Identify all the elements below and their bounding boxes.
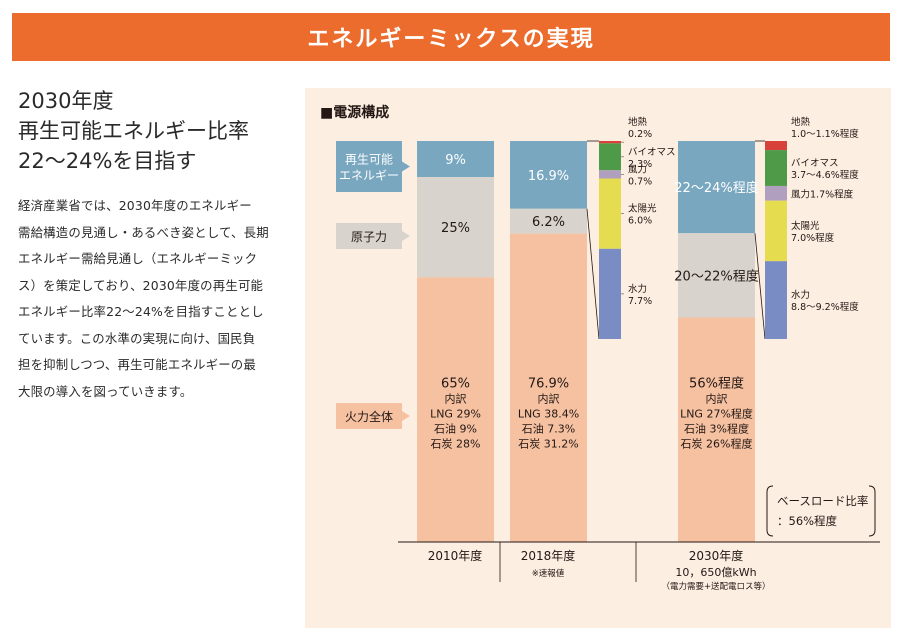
breakdown-label: バイオマス [791,158,839,169]
breakdown-label: 地熱 [628,116,648,128]
breakdown-segment [599,178,621,249]
headline-line: 再生可能エネルギー比率 [18,119,249,143]
body-line: ています。この水準の実現に向け、国民負 [18,330,256,346]
bar-value-label: 石炭 31.2% [518,438,578,451]
bar-segment-renewable [417,141,494,178]
breakdown-label: 太陽光 [628,203,657,215]
breakdown-segment [765,150,787,186]
connector-line [754,233,766,340]
baseload-note: ：56%程度 [777,514,838,528]
breakdown-label: 1.0～1.1%程度 [791,128,859,140]
breakdown-segment [765,261,787,339]
legend-label: 再生可能 [345,153,393,167]
bar-value-label: 内訳 [538,392,560,406]
breakdown-segment [599,143,621,171]
bar-segment-renewable [678,141,755,234]
bar-value-label: 56%程度 [689,376,744,392]
note-bracket-right [868,485,876,537]
title-banner: エネルギーミックスの実現 [12,13,890,61]
legend-label: 火力全体 [345,409,393,424]
legend-label: エネルギー [339,169,399,183]
baseload-note: ベースロード比率 [777,494,868,508]
breakdown-label: 7.0%程度 [791,232,835,244]
breakdown-label: 0.7% [628,176,652,187]
headline-line: 22～24%を目指す [18,149,197,173]
bar-value-label: 6.2% [532,215,565,230]
banner-title: エネルギーミックスの実現 [307,27,595,52]
bar-value-label: 25% [441,221,470,236]
note-bracket-left [766,485,774,537]
x-tick-sublabel: ※速報値 [532,568,565,579]
legend-tab-renewable [336,141,410,192]
breakdown-label: 地熱 [791,116,811,128]
bar-value-label: 石油 7.3% [522,422,575,436]
breakdown-segment [765,200,787,262]
bar-value-label: 石油 3%程度 [684,422,749,436]
bar-value-label: LNG 38.4% [518,408,579,421]
body-line: ス）を策定しており、2030年度の再生可能 [18,277,264,293]
body-line: 担を抑制しつつ、再生可能エネルギーの最 [18,357,256,372]
x-tick-label: 2010年度 [428,548,483,563]
x-tick-label: 2030年度 [689,548,744,563]
bar-segment-thermal [510,233,587,543]
bar-segment-nuclear [417,177,494,278]
x-tick-sublabel: 10，650億kWh [675,566,756,579]
body-line: エネルギー比率22～24%を目指すこととし [18,304,264,319]
bar-value-label: 22～24%程度 [674,180,758,196]
bar-value-label: 65% [441,377,470,392]
bar-value-label: 76.9% [528,377,569,392]
body-line: 大限の導入を図っていきます。 [18,383,193,399]
legend-label: 原子力 [351,230,387,244]
chart-title: ■電源構成 [320,105,390,121]
body-line: 経済産業省では、2030年度のエネルギー [18,198,252,213]
bar-segment-nuclear [678,233,755,318]
bar-segment-nuclear [510,208,587,234]
body-paragraph: 経済産業省では、2030年度のエネルギー 需給構造の見通し・あるべき姿として、長… [18,193,286,405]
breakdown-label: 2.3% [628,159,652,170]
breakdown-label: 6.0% [628,216,652,227]
breakdown-segment [599,141,621,144]
breakdown-segment [765,185,787,201]
bar-segment-thermal [417,277,494,542]
bar-value-label: LNG 29% [430,408,481,421]
bar-value-label: 20～22%程度 [674,268,758,284]
body-line: エネルギー需給見通し（エネルギーミック [18,251,258,266]
legend-tab-nuclear [336,223,410,249]
headline: 2030年度 再生可能エネルギー比率 22～24%を目指す [18,86,298,176]
bar-value-label: 内訳 [706,392,728,406]
bar-value-label: LNG 27%程度 [680,407,753,421]
breakdown-label: 8.8～9.2%程度 [791,301,859,313]
bar-segment-renewable [510,141,587,209]
breakdown-label: 7.7% [628,296,652,307]
breakdown-segment [765,141,787,151]
bar-value-label: 石炭 26%程度 [681,437,753,451]
breakdown-segment [599,170,621,179]
x-tick-sublabel: （電力需要+送配電ロス等） [661,581,770,592]
chart-panel [305,88,891,628]
x-tick-label: 2018年度 [521,548,576,563]
breakdown-segment [599,248,621,339]
breakdown-label: 風力1.7%程度 [791,188,854,200]
connector-line [586,208,600,340]
bar-value-label: 16.9% [528,169,569,184]
bar-value-label: 内訳 [445,392,467,406]
bar-value-label: 石油 9% [434,422,477,436]
body-line: 需給構造の見通し・あるべき姿として、長期 [18,224,269,240]
bar-value-label: 石炭 28% [431,438,481,451]
breakdown-label: 0.2% [628,129,652,140]
bar-value-label: 9% [445,153,466,168]
legend-tab-thermal [336,403,410,429]
breakdown-label: 3.7～4.6%程度 [791,169,859,181]
headline-line: 2030年度 [18,89,114,113]
breakdown-label: 太陽光 [791,220,820,232]
breakdown-label: 水力 [791,289,810,301]
breakdown-label: 風力 [628,163,647,175]
breakdown-label: バイオマス [628,147,676,158]
breakdown-label: 水力 [628,283,647,295]
bar-segment-thermal [678,317,755,542]
